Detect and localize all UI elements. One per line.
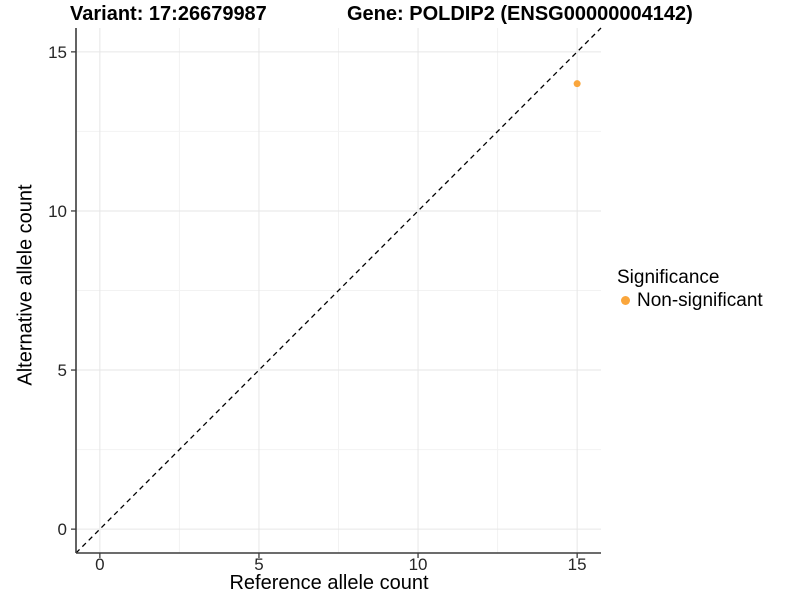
- svg-text:5: 5: [254, 555, 263, 574]
- legend-item-label: Non-significant: [637, 290, 763, 311]
- svg-text:0: 0: [58, 520, 67, 539]
- svg-text:15: 15: [568, 555, 587, 574]
- svg-text:15: 15: [48, 43, 67, 62]
- plot-title-variant: Variant: 17:26679987: [70, 3, 267, 25]
- svg-text:10: 10: [409, 555, 428, 574]
- legend: Significance Non-significant: [617, 266, 763, 312]
- svg-text:10: 10: [48, 202, 67, 221]
- legend-point-icon: [621, 296, 630, 305]
- legend-item-non-significant: Non-significant: [617, 289, 763, 312]
- svg-text:0: 0: [95, 555, 104, 574]
- y-axis-title: Alternative allele count: [14, 184, 37, 386]
- plot-title-gene: Gene: POLDIP2 (ENSG00000004142): [347, 3, 693, 25]
- x-axis-title: Reference allele count: [229, 572, 429, 594]
- legend-title: Significance: [617, 267, 720, 288]
- svg-text:5: 5: [58, 361, 67, 380]
